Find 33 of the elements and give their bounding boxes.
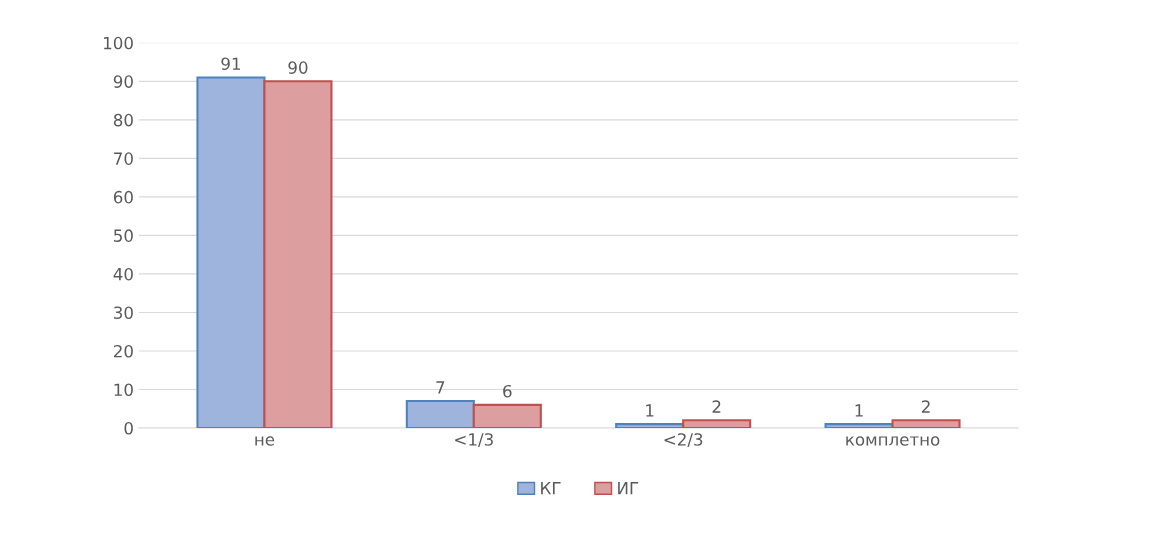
y-tick-label: 20 (113, 344, 133, 358)
y-tick-label: 10 (114, 383, 133, 397)
x-tick-label: <1/3 (455, 433, 493, 448)
data-label: 2 (712, 400, 721, 413)
data-label: 2 (921, 400, 930, 413)
x-tick-label: <2/3 (664, 433, 703, 448)
data-label: 90 (288, 61, 308, 74)
y-tick-label: 30 (114, 306, 133, 320)
y-tick-label: 50 (114, 229, 133, 242)
data-label: 7 (436, 381, 445, 394)
legend-label: КГ (541, 482, 561, 495)
bar (682, 419, 752, 428)
y-tick-label: 90 (113, 75, 133, 88)
y-tick-label: 80 (113, 113, 133, 127)
bar (472, 403, 542, 428)
y-tick-label: 70 (114, 152, 133, 165)
x-tick-label: комплетно (846, 436, 940, 446)
bar (615, 423, 685, 428)
y-tick-label: 0 (124, 421, 133, 435)
data-label: 1 (855, 404, 863, 417)
data-label: 91 (221, 57, 241, 71)
y-tick-label: 60 (113, 190, 133, 204)
bar (891, 419, 961, 428)
y-tick-label: 40 (113, 267, 133, 281)
bar (263, 80, 333, 428)
data-label: 1 (646, 404, 654, 417)
bar (196, 76, 266, 428)
bar (824, 423, 894, 428)
data-label: 6 (503, 384, 512, 398)
y-tick-label: 100 (104, 36, 133, 50)
legend-label: ИГ (618, 482, 639, 495)
x-tick-label: не (255, 436, 275, 446)
bar (405, 400, 475, 428)
